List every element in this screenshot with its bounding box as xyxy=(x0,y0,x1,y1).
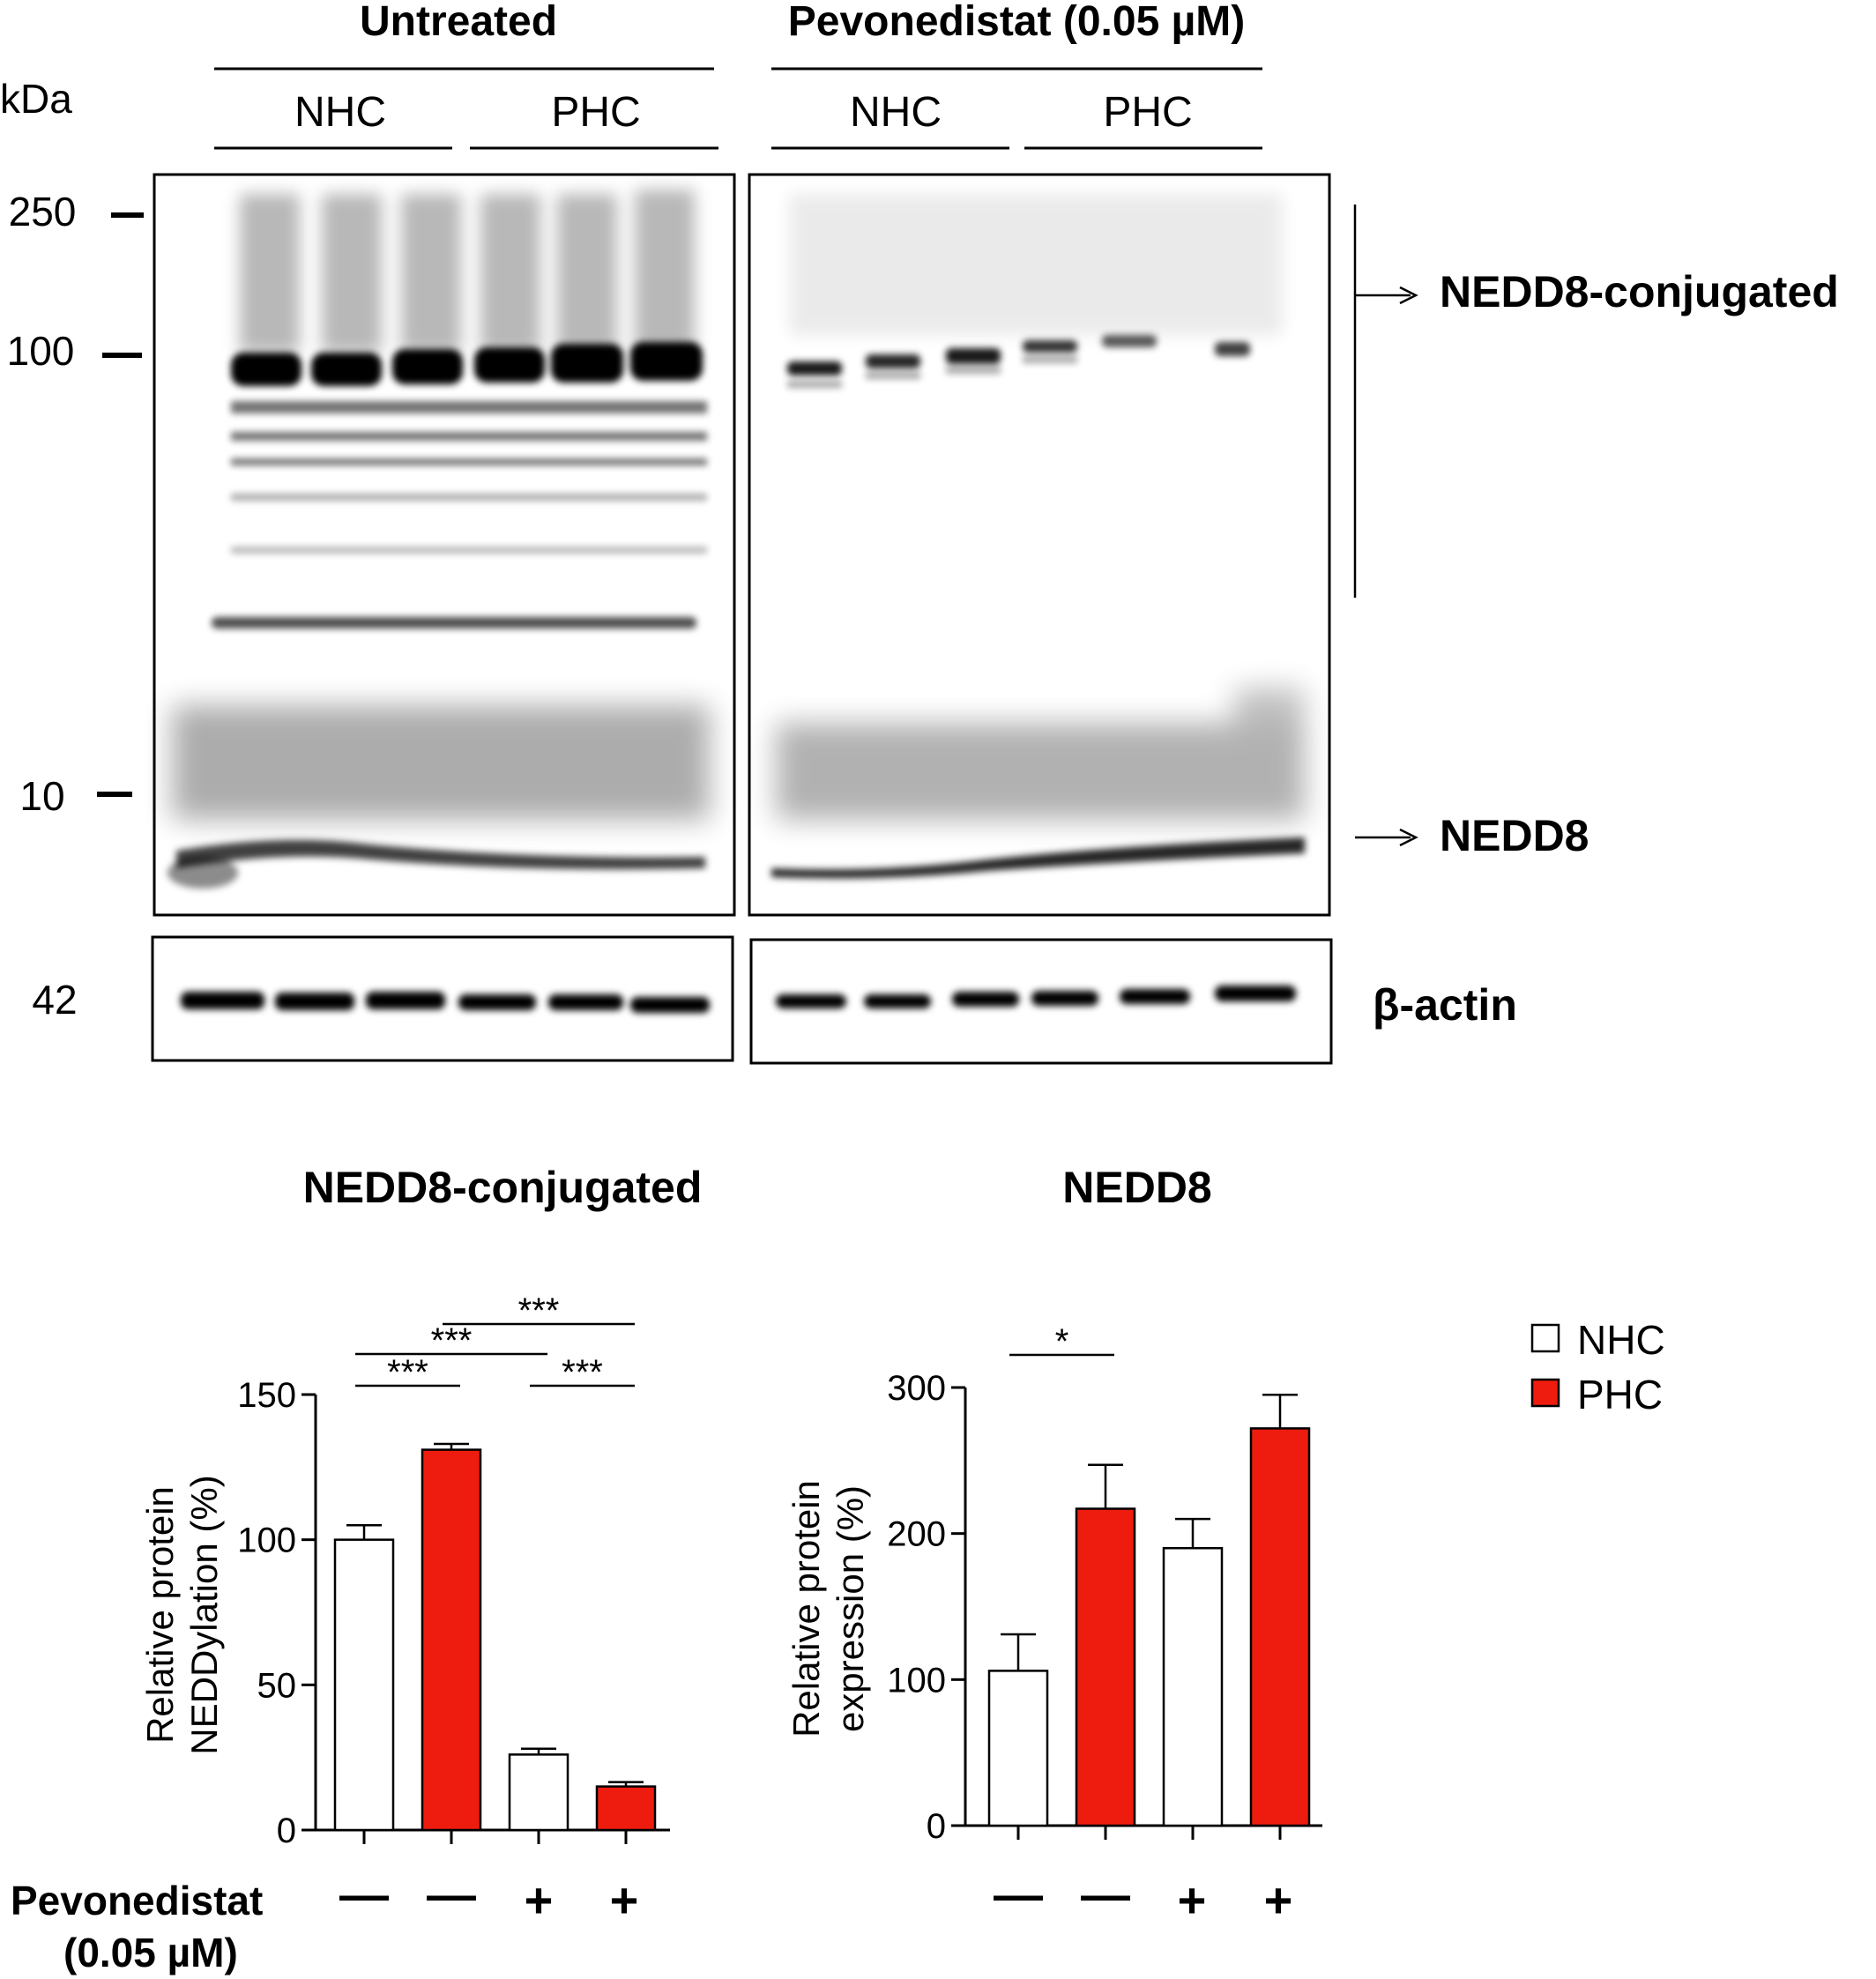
subgroup-label-untreated-nhc: NHC xyxy=(294,89,386,136)
blot-header: Untreated NHC PHC Pevonedistat (0.05 µM)… xyxy=(0,0,1262,150)
arrow-nedd8-icon xyxy=(1399,828,1418,847)
marker-100: 100 xyxy=(7,328,75,374)
marker-10: 10 xyxy=(19,773,64,819)
treatment-dose: (0.05 µM) xyxy=(63,1930,238,1975)
subgroup-label-pevonedistat-nhc: NHC xyxy=(850,89,942,136)
treatment-sign-c1-2: — xyxy=(427,1866,476,1922)
chart-nedd8-conjugated: NEDD8-conjugated 0 50 100 150 Relative protei… xyxy=(139,1163,702,1850)
marker-250: 250 xyxy=(9,189,77,234)
significance-label: *** xyxy=(387,1353,428,1392)
y-axis-label-line: expression (%) xyxy=(830,1485,871,1732)
blot-panel-actin-pevonedistat xyxy=(749,938,1333,1065)
marker-250-tick xyxy=(111,212,144,218)
y-axis-label-line: Relative protein xyxy=(139,1486,181,1744)
marker-100-tick xyxy=(102,353,142,358)
y-tick-label: 150 xyxy=(237,1376,296,1415)
marker-10-tick xyxy=(97,792,132,797)
y-tick-label: 300 xyxy=(887,1369,946,1408)
subgroup-label-pevonedistat-phc: PHC xyxy=(1103,89,1192,136)
y-axis-label-line: NEDDylation (%) xyxy=(183,1475,225,1754)
treatment-sign-c2-1: — xyxy=(994,1866,1043,1922)
significance-label: * xyxy=(1055,1322,1069,1361)
treatment-sign-c2-2: — xyxy=(1081,1866,1130,1922)
significance-label: *** xyxy=(518,1291,560,1330)
y-tick-label: 0 xyxy=(927,1807,946,1846)
treatment-sign-c2-4: + xyxy=(1264,1872,1293,1928)
legend: NHC PHC xyxy=(1530,1317,1665,1417)
y-tick-label: 0 xyxy=(277,1812,296,1850)
y-axis-label: Relative proteinNEDDylation (%) xyxy=(139,1475,225,1754)
subgroup-label-untreated-phc: PHC xyxy=(551,89,640,136)
bar-nhc xyxy=(333,1538,395,1832)
y-axis-label: Relative proteinexpression (%) xyxy=(785,1480,871,1737)
band-label-beta-actin: β-actin xyxy=(1373,980,1517,1030)
treatment-sign-c1-3: + xyxy=(525,1872,554,1928)
group-label-untreated: Untreated xyxy=(360,0,557,45)
bar-phc xyxy=(595,1785,657,1832)
chart-title: NEDD8-conjugated xyxy=(303,1163,703,1212)
band-label-nedd8-conjugated: NEDD8-conjugated xyxy=(1440,267,1839,316)
blot-panel-untreated xyxy=(153,173,736,917)
band-annotations: NEDD8-conjugated NEDD8 β-actin xyxy=(1353,205,1839,1030)
arrow-conjugated-icon xyxy=(1399,286,1418,305)
y-tick-label: 200 xyxy=(887,1515,946,1554)
blot-panel-actin-untreated xyxy=(151,935,734,1062)
significance-label: *** xyxy=(431,1321,473,1360)
bar-nhc xyxy=(1162,1546,1224,1827)
bar-phc xyxy=(1249,1427,1311,1827)
bar-nhc xyxy=(508,1753,570,1832)
significance-label: *** xyxy=(562,1353,603,1392)
marker-42: 42 xyxy=(32,977,77,1023)
y-tick-label: 100 xyxy=(887,1661,946,1700)
chart-title: NEDD8 xyxy=(1062,1163,1211,1212)
legend-swatch-nhc xyxy=(1530,1323,1560,1353)
kda-label: kDa xyxy=(0,76,72,122)
y-axis-label-line: Relative protein xyxy=(785,1480,827,1737)
y-tick-label: 100 xyxy=(237,1521,296,1560)
treatment-sign-c1-4: + xyxy=(610,1872,639,1928)
treatment-sign-c1-1: — xyxy=(339,1866,389,1922)
bar-phc xyxy=(421,1448,482,1832)
chart-nedd8: NEDD8 0 100 200 300 Relative proteinexpressio… xyxy=(785,1163,1322,1846)
group-label-pevonedistat: Pevonedistat (0.05 µM) xyxy=(788,0,1245,45)
legend-label-phc: PHC xyxy=(1577,1372,1663,1417)
legend-label-nhc: NHC xyxy=(1577,1317,1665,1363)
treatment-row: Pevonedistat (0.05 µM) — — + + — — + + xyxy=(11,1866,1292,1975)
blot-panel-pevonedistat xyxy=(748,173,1331,917)
y-tick-label: 50 xyxy=(257,1666,297,1705)
treatment-sign-c2-3: + xyxy=(1178,1872,1207,1928)
band-label-nedd8: NEDD8 xyxy=(1440,811,1589,860)
bar-nhc xyxy=(987,1670,1049,1827)
mw-markers: 250 100 10 42 xyxy=(7,189,144,1023)
bar-phc xyxy=(1075,1507,1136,1827)
legend-swatch-phc xyxy=(1530,1378,1560,1408)
treatment-label: Pevonedistat xyxy=(11,1878,263,1923)
